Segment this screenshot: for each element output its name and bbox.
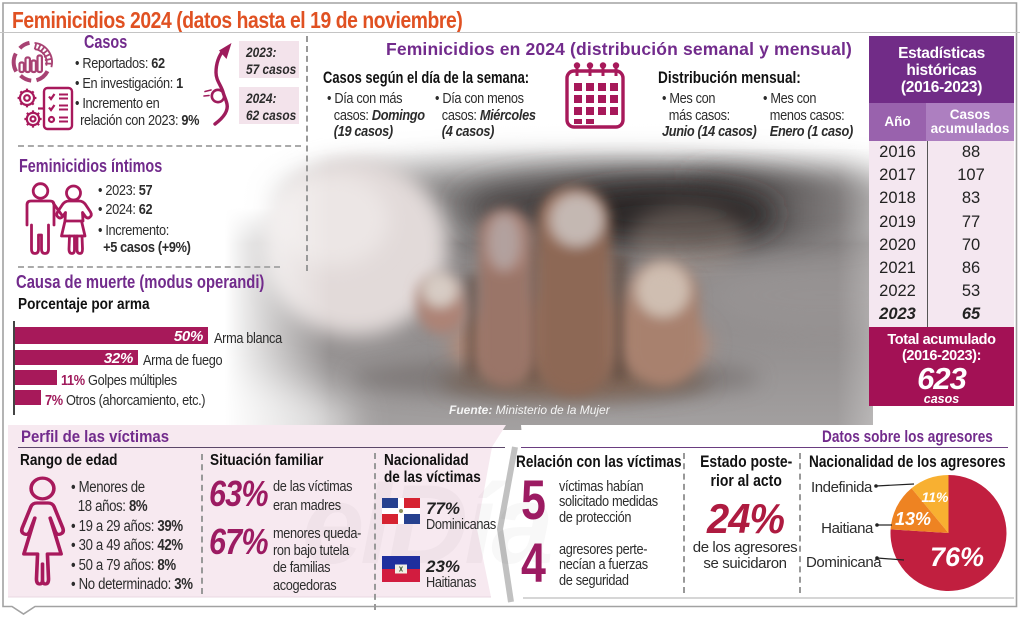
svg-text:11%: 11% [922,489,950,505]
svg-text:76%: 76% [930,542,984,572]
svg-text:13%: 13% [895,509,931,529]
svg-text:Fuente: Ministerio de la Mujer: Fuente: Ministerio de la Mujer [449,403,611,417]
